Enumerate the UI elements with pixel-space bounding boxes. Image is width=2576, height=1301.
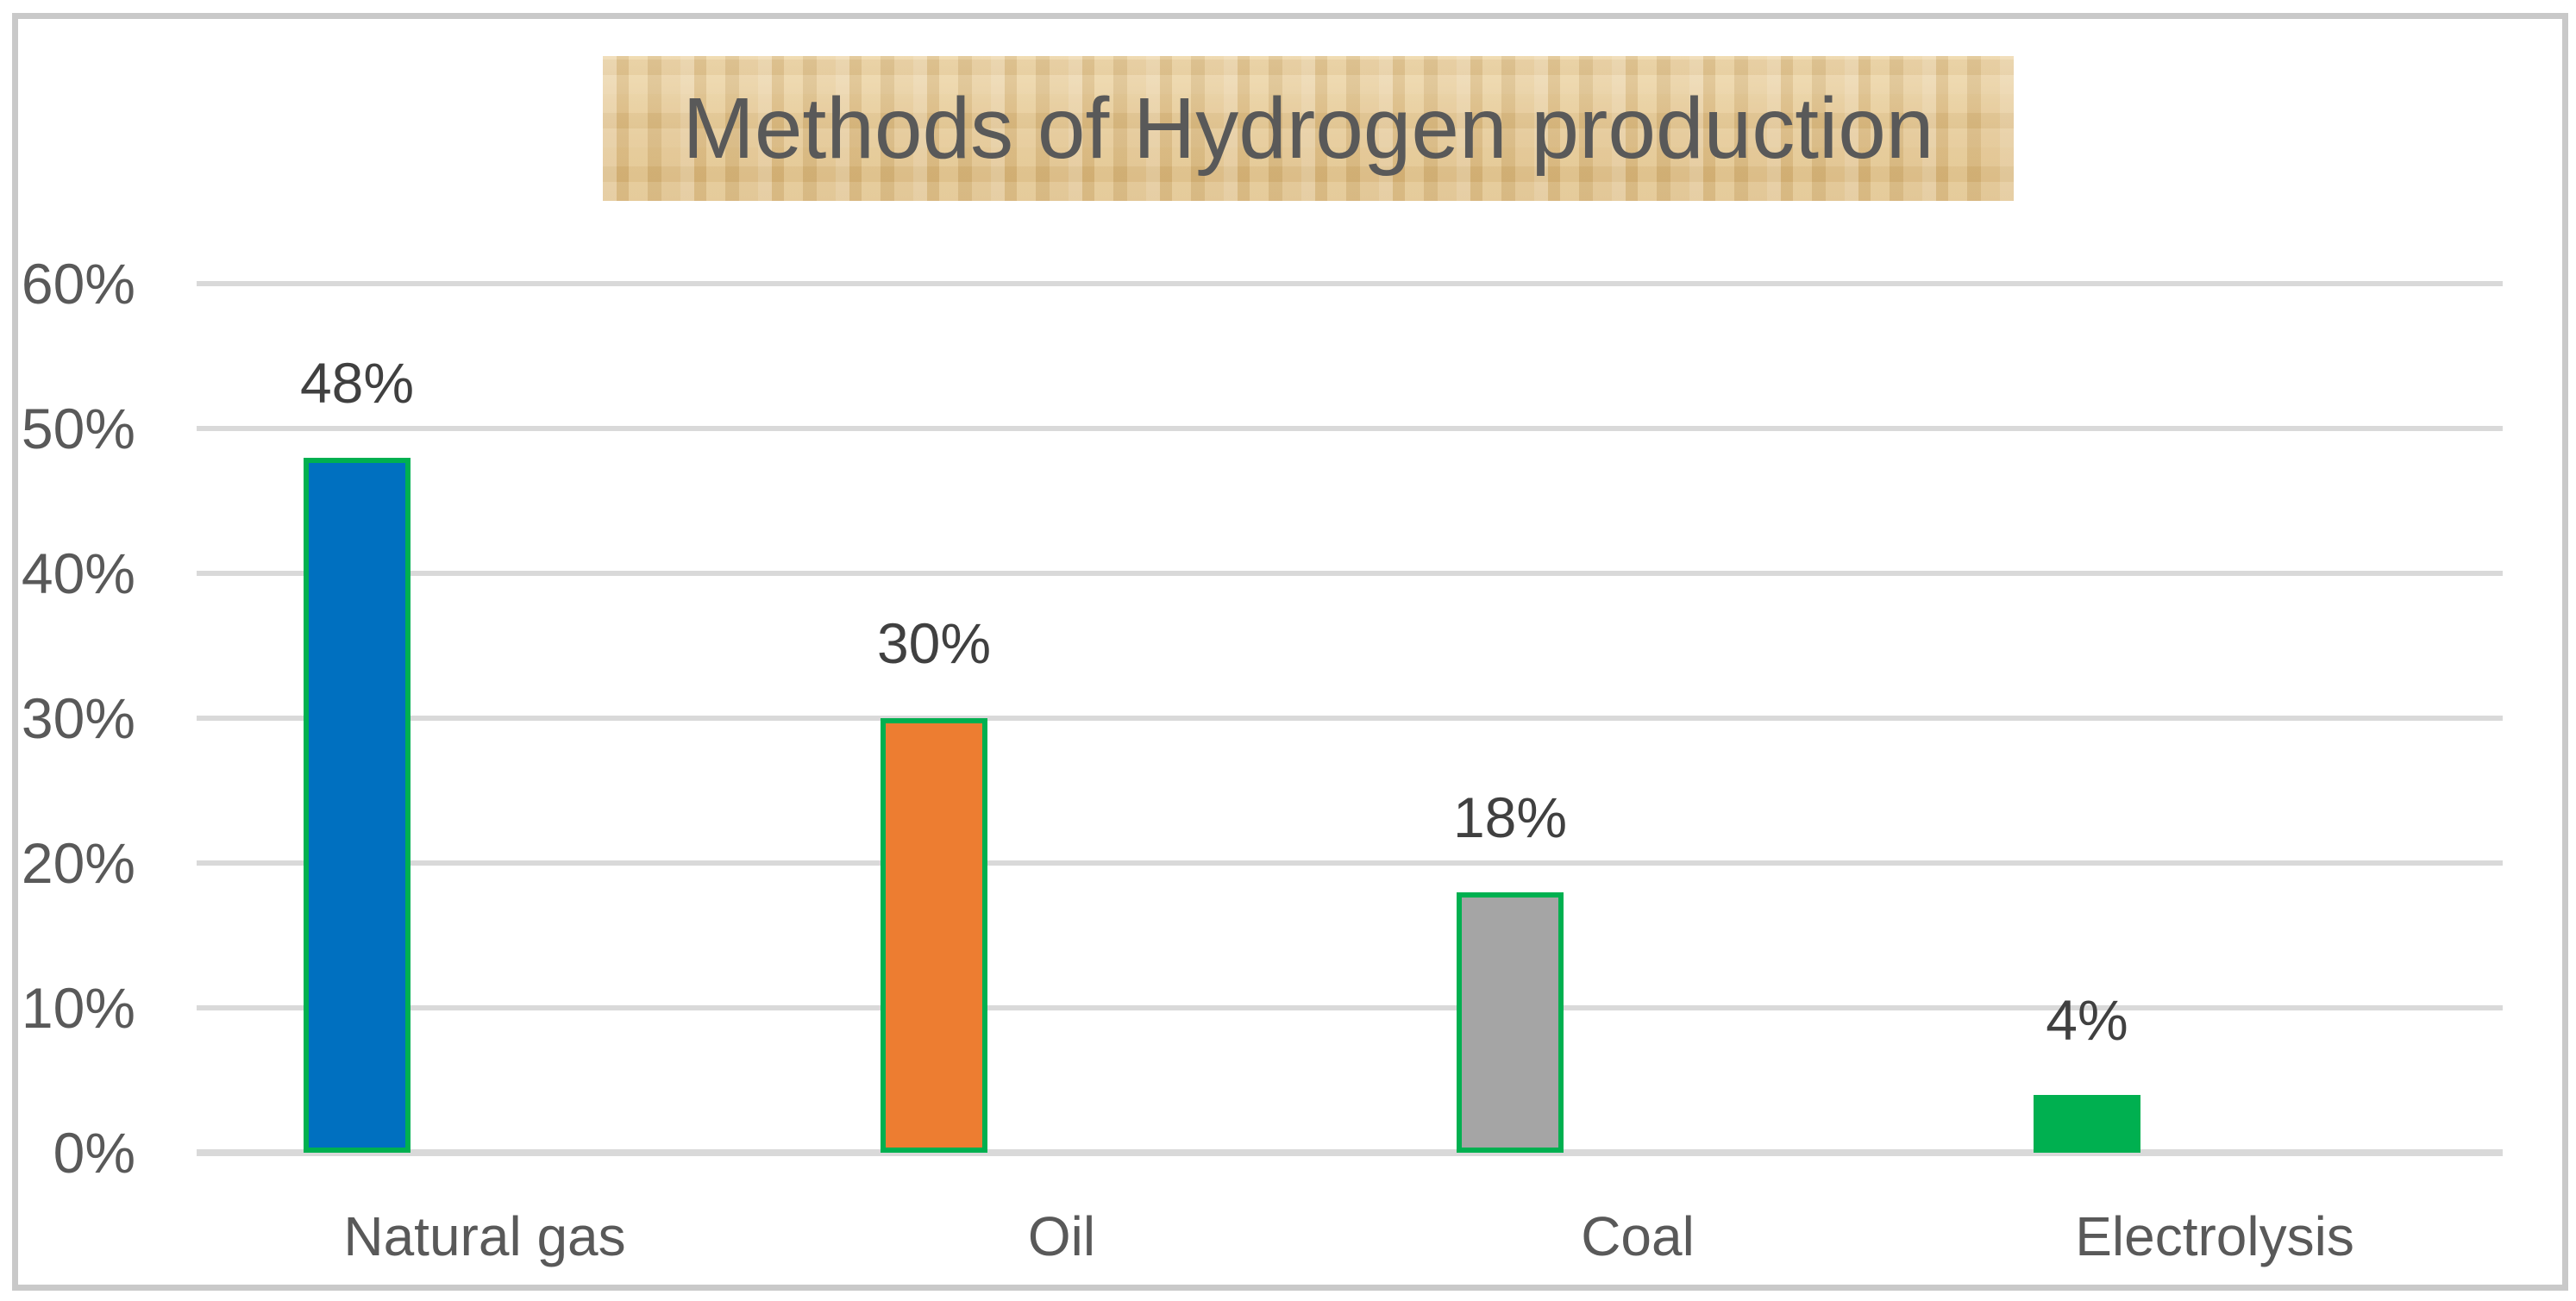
gridline-30	[197, 716, 2503, 721]
chart-title: Methods of Hydrogen production	[682, 80, 1934, 177]
y-tick-label-30: 30%	[21, 686, 135, 750]
bar-electrolysis	[2034, 1095, 2140, 1153]
category-label-natural-gas: Natural gas	[343, 1205, 626, 1267]
category-label-electrolysis: Electrolysis	[2075, 1205, 2354, 1267]
category-label-coal: Coal	[1581, 1205, 1695, 1267]
gridline-10	[197, 1005, 2503, 1010]
y-tick-label-40: 40%	[21, 541, 135, 605]
bar-natural-gas	[304, 458, 411, 1153]
bar-value-label: 4%	[2046, 988, 2128, 1052]
bar-coal	[1457, 892, 1564, 1153]
gridline-40	[197, 571, 2503, 576]
y-tick-label-10: 10%	[21, 976, 135, 1040]
gridline-20	[197, 860, 2503, 866]
gridline-60	[197, 281, 2503, 286]
category-label-oil: Oil	[1027, 1205, 1096, 1267]
y-tick-label-50: 50%	[21, 397, 135, 460]
y-tick-label-20: 20%	[21, 831, 135, 895]
y-tick-label-60: 60%	[21, 252, 135, 316]
gridline-50	[197, 426, 2503, 431]
x-axis-line	[197, 1149, 2503, 1156]
y-tick-label-0: 0%	[53, 1121, 135, 1185]
bar-oil	[881, 718, 987, 1153]
bar-value-label: 30%	[876, 611, 992, 675]
chart-outer-frame	[12, 13, 2568, 1291]
chart-title-box: Methods of Hydrogen production	[603, 56, 2014, 201]
bar-value-label: 18%	[1452, 785, 1568, 849]
bar-value-label: 48%	[299, 351, 415, 415]
